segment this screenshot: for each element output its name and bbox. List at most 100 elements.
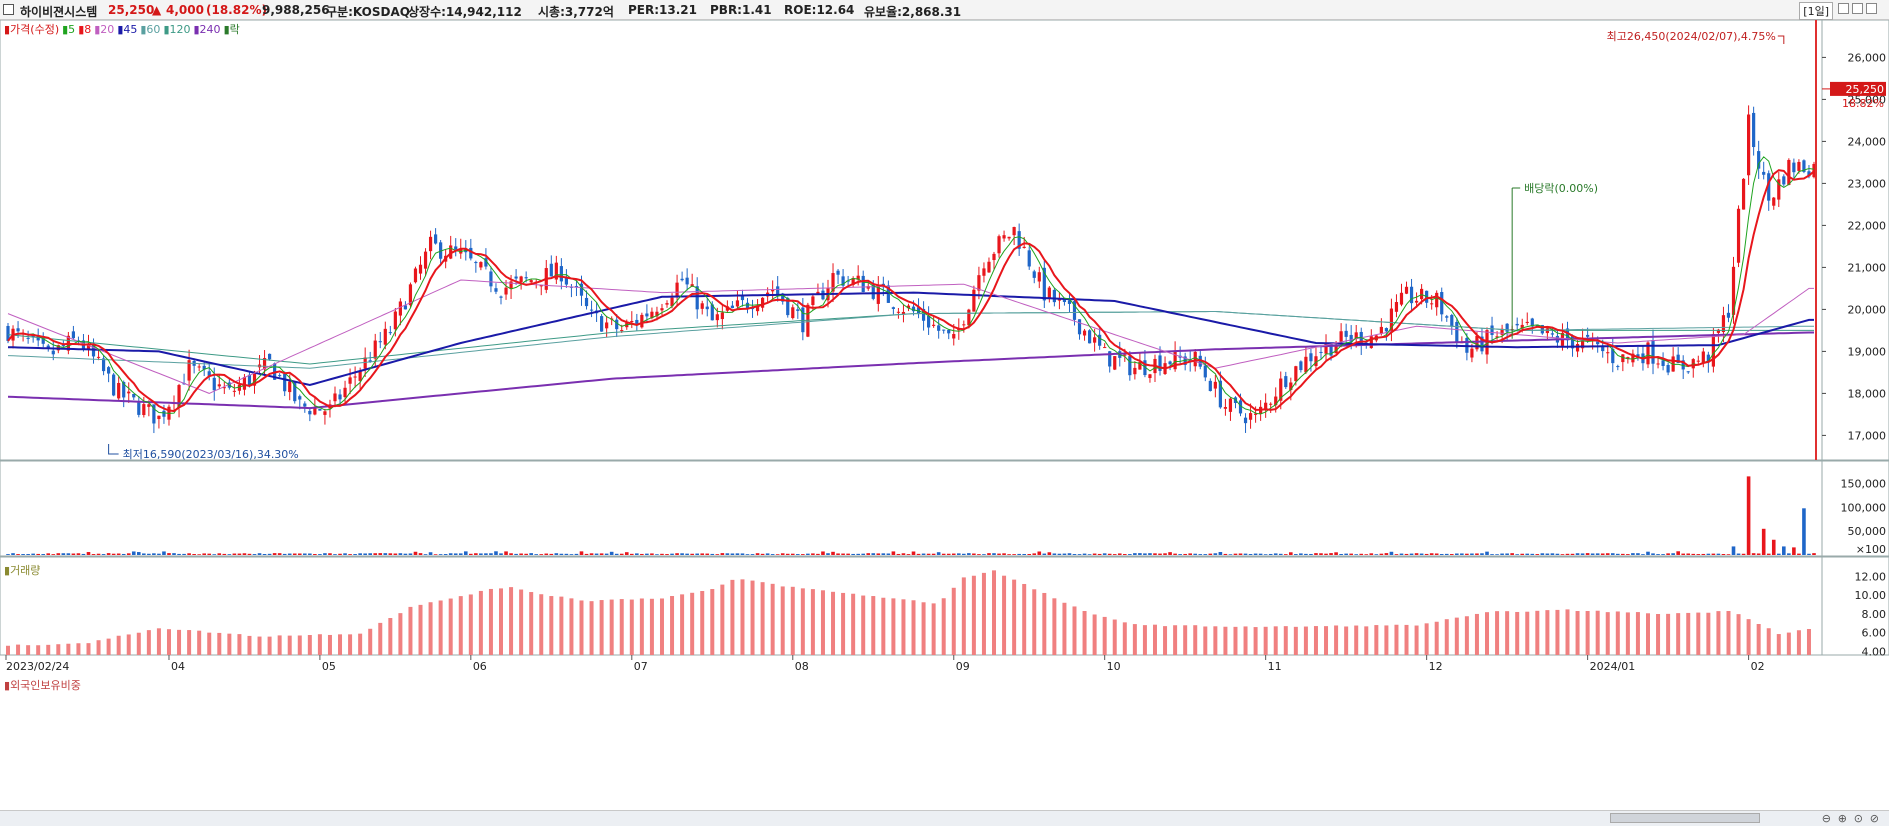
candle-body: [288, 381, 292, 393]
close-icon[interactable]: [1866, 3, 1877, 14]
candle-body: [61, 345, 65, 347]
candle-body: [368, 360, 372, 362]
foreign-ratio-bar: [478, 590, 483, 655]
x-tick-label: 2023/02/24: [6, 660, 69, 673]
candle-body: [771, 289, 775, 292]
volume-tick-label: ×100: [1856, 543, 1886, 556]
volume-bar: [1807, 553, 1811, 555]
candle-body: [700, 303, 704, 309]
foreign-ratio-bar: [1334, 625, 1339, 655]
candle-body: [655, 311, 659, 317]
foreign-ratio-bar: [1686, 612, 1691, 655]
candle-body: [1596, 340, 1600, 345]
price-legend: ▮가격(수정) ▮5 ▮8 ▮20 ▮45 ▮60 ▮120 ▮240 ▮락: [4, 21, 243, 37]
candle-body: [1093, 337, 1097, 343]
stock-chart[interactable]: 17,000 18,000 19,000 20,000 21,000 22,000 23,0…: [0, 20, 1889, 810]
candle-body: [459, 248, 463, 254]
foreign-legend: ▮외국인보유비중: [4, 679, 81, 692]
candle-body: [479, 262, 483, 268]
candle-body: [836, 270, 840, 275]
volume-bar: [81, 553, 86, 555]
bottom-scrollbar[interactable]: ⊖ ⊕ ⊙ ⊘: [0, 810, 1889, 826]
volume-bar: [1379, 553, 1384, 555]
volume-bar: [41, 554, 46, 555]
candle-body: [1193, 351, 1197, 367]
zoom-out-icon[interactable]: ⊖: [1821, 812, 1831, 825]
candle-body: [1606, 352, 1610, 354]
volume-bar: [1097, 553, 1102, 555]
candle-body: [112, 374, 116, 396]
candle-body: [1802, 160, 1806, 172]
volume-bar: [162, 551, 166, 555]
volume-bar: [997, 553, 1001, 555]
volume-bar: [574, 553, 579, 555]
listed-shares: 상장수:14,942,112: [408, 5, 522, 19]
candle-body: [1787, 159, 1791, 185]
volume-bar: [936, 552, 941, 555]
candle-body: [142, 404, 146, 416]
period-button[interactable]: [1일]: [1799, 2, 1833, 20]
candle-body: [298, 396, 302, 400]
candle-body: [1057, 299, 1062, 301]
foreign-ratio-bar: [106, 638, 111, 655]
volume-bar: [333, 554, 337, 555]
candle-body: [86, 343, 91, 350]
volume-bar: [1364, 554, 1369, 555]
foreign-tick-label: 12.00: [1855, 570, 1887, 583]
zoom-reset-icon[interactable]: ⊙: [1853, 812, 1863, 825]
volume-bar: [720, 553, 725, 555]
candle-body: [1399, 292, 1404, 305]
volume-bar: [534, 554, 539, 555]
candle-body: [162, 410, 166, 417]
maximize-icon[interactable]: [1852, 3, 1863, 14]
volume-bar: [1792, 547, 1796, 555]
volume-bar: [197, 554, 201, 555]
candle-body: [791, 307, 795, 319]
volume-bar: [896, 553, 901, 555]
volume-bar: [1138, 553, 1142, 555]
volume-bar: [172, 553, 176, 555]
menu-icon[interactable]: [3, 4, 14, 15]
x-tick-label: 04: [171, 660, 185, 673]
foreign-ratio-bar: [1122, 622, 1127, 655]
minimize-icon[interactable]: [1838, 3, 1849, 14]
candle-body: [358, 371, 362, 381]
candle-body: [1716, 329, 1721, 333]
candle-body: [745, 302, 750, 309]
candle-body: [1741, 178, 1746, 210]
candle-body: [1284, 376, 1288, 388]
volume-bar: [1515, 554, 1519, 555]
candle-body: [1047, 287, 1051, 299]
zoom-fit-icon[interactable]: ⊘: [1869, 812, 1879, 825]
foreign-ratio-bar: [207, 632, 212, 655]
candle-body: [554, 262, 558, 280]
candle-body: [680, 278, 684, 281]
volume-bar: [645, 553, 649, 555]
candle-body: [157, 415, 161, 420]
volume-bar: [1711, 553, 1716, 555]
volume-bar: [358, 553, 362, 555]
volume-bar: [177, 553, 181, 555]
foreign-ratio-bar: [1495, 611, 1500, 655]
volume-bar: [1651, 553, 1655, 555]
candle-body: [1414, 300, 1419, 303]
candle-body: [16, 328, 20, 332]
zoom-in-icon[interactable]: ⊕: [1837, 812, 1847, 825]
volume-pane-axis: [1821, 460, 1889, 557]
candle-body: [1616, 366, 1620, 368]
volume-bar: [66, 553, 71, 555]
candle-body: [564, 277, 569, 285]
foreign-ratio-bar: [227, 633, 232, 655]
volume-bar: [1057, 553, 1062, 555]
volume-bar: [1495, 554, 1499, 555]
foreign-ratio-bar: [86, 643, 91, 655]
scroll-thumb[interactable]: [1610, 813, 1760, 823]
foreign-ratio-bar: [609, 599, 614, 655]
volume-bar: [1600, 553, 1605, 555]
foreign-ratio-bar: [1062, 602, 1067, 655]
foreign-ratio-bar: [1746, 619, 1751, 655]
foreign-ratio-bar: [1706, 612, 1711, 655]
candle-body: [1565, 328, 1570, 341]
low-annotation: 최저16,590(2023/03/16),34.30%: [123, 448, 299, 461]
foreign-ratio-bar: [1656, 613, 1661, 655]
